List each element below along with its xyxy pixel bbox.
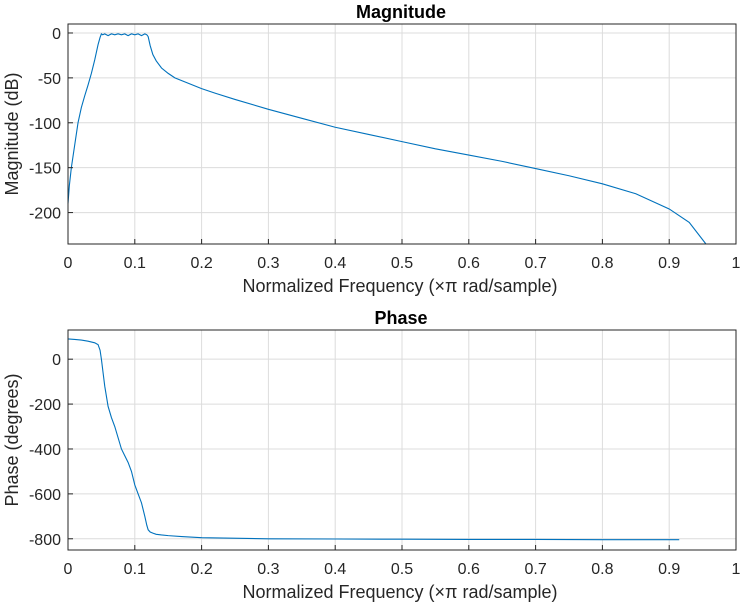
phase-x-tick-label: 0.2 xyxy=(190,561,212,578)
phase-y-tick-label: -600 xyxy=(29,487,61,504)
phase-x-tick-label: 0.3 xyxy=(257,561,279,578)
magnitude-x-tick-label: 0.3 xyxy=(257,255,279,272)
magnitude-y-tick-label: 0 xyxy=(52,26,61,43)
phase-series-line xyxy=(67,338,680,541)
magnitude-x-tick-label: 0.5 xyxy=(391,255,413,272)
phase-x-tick-label: 0.5 xyxy=(391,561,413,578)
phase-x-tick-label: 0 xyxy=(64,561,73,578)
magnitude-x-tick-label: 0.4 xyxy=(324,255,346,272)
magnitude-x-axis-label: Normalized Frequency (×π rad/sample) xyxy=(242,276,557,296)
magnitude-grid xyxy=(68,24,736,244)
phase-y-tick-label: 0 xyxy=(52,352,61,369)
phase-y-tick-label: -800 xyxy=(29,532,61,549)
magnitude-x-tick-label: 0.7 xyxy=(524,255,546,272)
phase-grid xyxy=(68,330,736,550)
phase-x-tick-label: 0.8 xyxy=(591,561,613,578)
magnitude-y-tick-label: -50 xyxy=(38,71,61,88)
phase-x-tick-label: 1 xyxy=(732,561,741,578)
phase-y-axis-label: Phase (degrees) xyxy=(2,373,22,506)
magnitude-x-tick-label: 0.8 xyxy=(591,255,613,272)
phase-title: Phase xyxy=(374,308,427,328)
phase-x-tick-label: 0.9 xyxy=(658,561,680,578)
phase-plot: 0 0.1 0.2 0.3 0.4 0.5 0.6 0.7 0.8 0.9 1 0 -200 -400 -6… xyxy=(2,308,741,602)
phase-x-tick-label: 0.6 xyxy=(458,561,480,578)
phase-x-tick-label: 0.4 xyxy=(324,561,346,578)
magnitude-x-tick-label: 0.2 xyxy=(190,255,212,272)
magnitude-y-tick-label: -100 xyxy=(29,116,61,133)
phase-y-tick-label: -200 xyxy=(29,397,61,414)
magnitude-x-tick-label: 0.6 xyxy=(458,255,480,272)
phase-x-tick-label: 0.1 xyxy=(124,561,146,578)
magnitude-title: Magnitude xyxy=(356,2,446,22)
phase-y-tick-label: -400 xyxy=(29,442,61,459)
phase-x-axis-label: Normalized Frequency (×π rad/sample) xyxy=(242,582,557,602)
magnitude-y-tick-label: -150 xyxy=(29,161,61,178)
magnitude-x-tick-label: 0.9 xyxy=(658,255,680,272)
magnitude-x-tick-label: 1 xyxy=(732,255,741,272)
magnitude-series-line xyxy=(67,33,707,245)
magnitude-x-tick-label: 0 xyxy=(64,255,73,272)
magnitude-plot: 0 0.1 0.2 0.3 0.4 0.5 0.6 0.7 0.8 0.9 1 0 -50 -100 -15… xyxy=(2,2,741,296)
magnitude-x-tick-label: 0.1 xyxy=(124,255,146,272)
magnitude-y-axis-label: Magnitude (dB) xyxy=(2,72,22,195)
phase-x-tick-label: 0.7 xyxy=(524,561,546,578)
magnitude-y-tick-label: -200 xyxy=(29,206,61,223)
